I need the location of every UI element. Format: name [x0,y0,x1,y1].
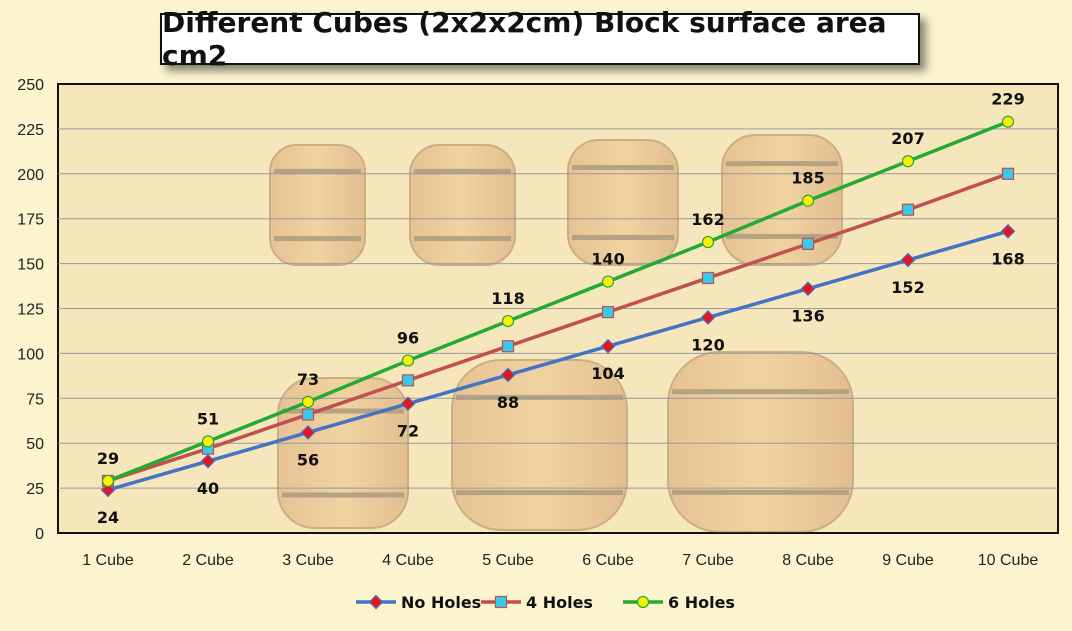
barrel-shape [409,144,516,266]
legend: No Holes 4 Holes 6 Holes [356,593,735,612]
data-label: 51 [197,409,219,428]
data-label: 104 [591,364,624,383]
y-tick-label: 25 [26,481,44,498]
data-point-diamond [368,594,384,610]
data-point-diamond [500,367,516,383]
data-point-square [301,408,315,421]
y-tick-label: 150 [17,257,44,274]
legend-label: No Holes [401,593,481,612]
data-point-square [401,374,415,387]
data-label: 162 [691,210,724,229]
data-label: 152 [891,278,924,297]
data-label: 24 [97,508,119,527]
y-tick-label: 175 [17,212,44,229]
data-label: 140 [591,250,624,269]
data-label: 72 [397,422,419,441]
data-label: 207 [891,129,924,148]
data-point-square [901,203,915,216]
y-tick-label: 225 [17,122,44,139]
data-point-circle [301,395,315,408]
x-tick-label: 1 Cube [82,552,134,569]
x-tick-label: 8 Cube [782,552,834,569]
data-point-circle [201,435,215,448]
data-point-circle [601,275,615,288]
data-label: 229 [991,90,1024,109]
data-point-circle [701,235,715,249]
data-point-diamond [800,281,816,297]
x-tick-label: 7 Cube [682,552,734,569]
legend-entry: 6 Holes [623,593,735,612]
barrel-background-image [269,134,854,533]
y-tick-label: 100 [17,346,44,363]
data-label: 88 [497,393,519,412]
x-tick-label: 5 Cube [482,552,534,569]
legend-label: 4 Holes [526,593,593,612]
y-tick-label: 250 [17,77,44,94]
data-point-circle [901,155,915,168]
y-tick-label: 0 [35,526,44,543]
data-point-square [494,595,508,609]
legend-entry: No Holes [356,593,481,612]
x-tick-label: 4 Cube [382,552,434,569]
barrel-shape [667,351,854,533]
data-label: 56 [297,450,319,469]
data-point-diamond [400,396,416,412]
y-tick-label: 75 [26,391,44,408]
y-tick-label: 125 [17,302,44,319]
series-line [107,229,1009,492]
data-point-circle [801,194,815,207]
data-point-square [801,237,815,250]
data-label: 185 [791,169,824,188]
data-point-square [701,271,715,285]
data-label: 29 [97,449,119,468]
data-label: 40 [197,479,219,498]
barrel-shape [567,139,679,266]
data-point-circle [636,595,650,609]
x-tick-label: 10 Cube [978,552,1039,569]
data-label: 168 [991,249,1024,268]
x-tick-label: 2 Cube [182,552,234,569]
data-point-diamond [900,252,916,268]
y-tick-label: 50 [26,436,44,453]
x-tick-label: 3 Cube [282,552,334,569]
barrel-shape [269,144,366,266]
y-tick-label: 200 [17,167,44,184]
barrel-shape [721,134,843,266]
legend-entry: 4 Holes [481,593,593,612]
data-point-square [1001,167,1015,180]
data-point-diamond [1000,223,1016,239]
data-labels: 24 40 56 72 88 104 120 136 152 168 29 51 73 96 118 140 1… [97,90,1025,527]
data-point-circle [101,474,115,488]
series-group [100,115,1016,498]
series-line [107,172,1009,483]
series-line [107,120,1009,483]
data-point-diamond [700,310,716,325]
y-axis-ticks: 0 25 50 75 100 125 150 175 200 225 250 [17,77,44,543]
data-label: 73 [297,370,319,389]
data-label: 136 [791,307,824,326]
x-tick-label: 9 Cube [882,552,934,569]
data-point-circle [501,314,515,328]
legend-label: 6 Holes [668,593,735,612]
data-point-diamond [200,453,216,469]
x-axis-ticks: 1 Cube 2 Cube 3 Cube 4 Cube 5 Cube 6 Cube 7 Cu… [82,552,1038,569]
data-point-diamond [600,338,616,354]
barrel-shape [451,359,628,531]
series-6-holes [101,115,1015,488]
data-point-circle [1001,115,1015,128]
x-tick-label: 6 Cube [582,552,634,569]
data-label: 120 [691,335,724,354]
data-point-square [601,305,615,319]
data-point-diamond [300,425,316,440]
data-label: 118 [491,289,524,308]
data-point-square [501,340,515,353]
data-label: 96 [397,329,419,348]
data-point-circle [401,354,415,367]
